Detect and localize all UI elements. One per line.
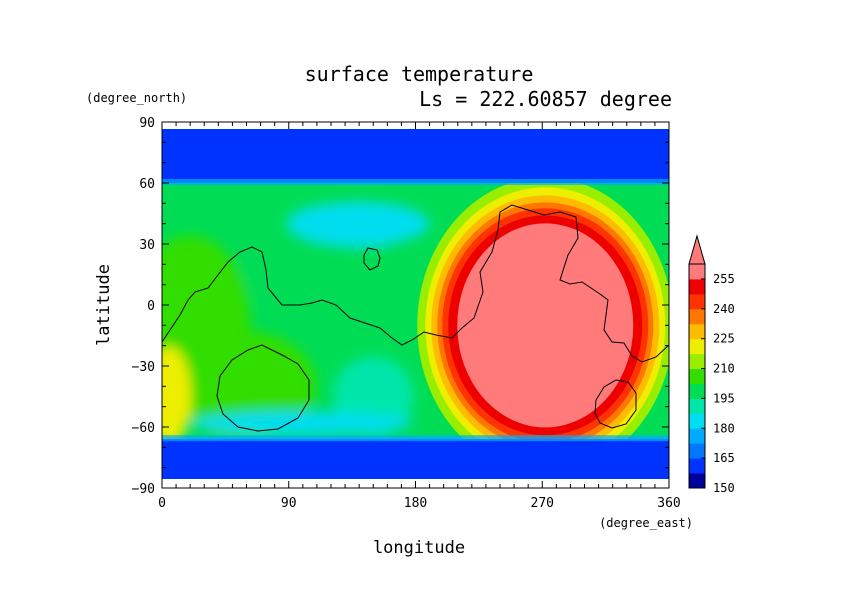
y-tick-label: 0 (147, 299, 155, 314)
field-south-cap (162, 439, 669, 479)
contour-line-island (363, 247, 381, 271)
colorbar-swatch (689, 293, 705, 310)
colorbar-label: 225 (713, 332, 735, 346)
axes: 0 90 180 270 360 90 60 30 0 −30 −60 −90 (132, 116, 681, 511)
colorbar-extend-arrow (688, 234, 706, 265)
colorbar-label: 150 (713, 481, 735, 495)
field-blended (162, 201, 430, 447)
x-tick-label: 180 (404, 496, 427, 511)
colorbar-swatch (689, 368, 705, 384)
colorbar-label: 240 (713, 302, 735, 316)
y-tick-label: −90 (132, 482, 155, 497)
colorbar-swatch (689, 443, 705, 459)
chart-subtitle: Ls = 222.60857 degree (419, 87, 672, 111)
y-tick-label: 30 (139, 238, 155, 253)
field-region-cold-rim (192, 410, 413, 435)
field-north-cap (162, 129, 669, 183)
contour-line-basin-west (216, 344, 310, 432)
x-tick-label: 90 (281, 496, 297, 511)
field-region-cold-north (289, 201, 430, 246)
temperature-field (162, 129, 669, 479)
y-tick-label: −30 (132, 360, 155, 375)
y-axis-label: latitude (94, 264, 114, 346)
y-tick-label: 60 (139, 177, 155, 192)
y-units-label: (degree_north) (86, 91, 187, 105)
colorbar-swatch (689, 323, 705, 340)
colorbar-frame (688, 263, 706, 489)
colorbar-swatch (689, 428, 705, 444)
colorbar-swatch (689, 353, 705, 370)
x-tick-label: 0 (158, 496, 166, 511)
field-region-edge-warm (162, 346, 192, 447)
colorbar-swatch (689, 413, 705, 429)
colorbar-label: 180 (713, 421, 735, 435)
colorbar-label: 210 (713, 362, 735, 376)
contour-line-main (161, 204, 670, 363)
colorbar-label: 195 (713, 391, 735, 405)
colorbar-swatch (689, 458, 705, 474)
colorbar-swatch (689, 338, 705, 355)
colorbar-swatch (689, 473, 705, 489)
colorbar-swatch (689, 398, 705, 414)
colorbar-label: 255 (713, 272, 735, 286)
chart-title: surface temperature (305, 62, 534, 86)
x-tick-label: 270 (531, 496, 554, 511)
x-units-label: (degree_east) (599, 516, 693, 530)
colorbar-swatch (689, 278, 705, 295)
contour-line-basin-east (594, 379, 637, 429)
colorbar-swatch (689, 264, 705, 280)
colorbar: 255 240 225 210 195 180 165 150 (688, 234, 735, 495)
x-axis-label: longitude (373, 538, 465, 558)
topography-contours (161, 204, 670, 432)
field-warm-ring-6 (457, 223, 634, 428)
field-south-edge (162, 435, 669, 442)
x-tick-label: 360 (657, 496, 680, 511)
colorbar-label: 165 (713, 451, 735, 465)
y-tick-label: 90 (139, 116, 155, 131)
colorbar-swatch (689, 383, 705, 399)
y-tick-label: −60 (132, 421, 155, 436)
colorbar-swatch (689, 308, 705, 325)
field-north-edge (162, 179, 669, 185)
